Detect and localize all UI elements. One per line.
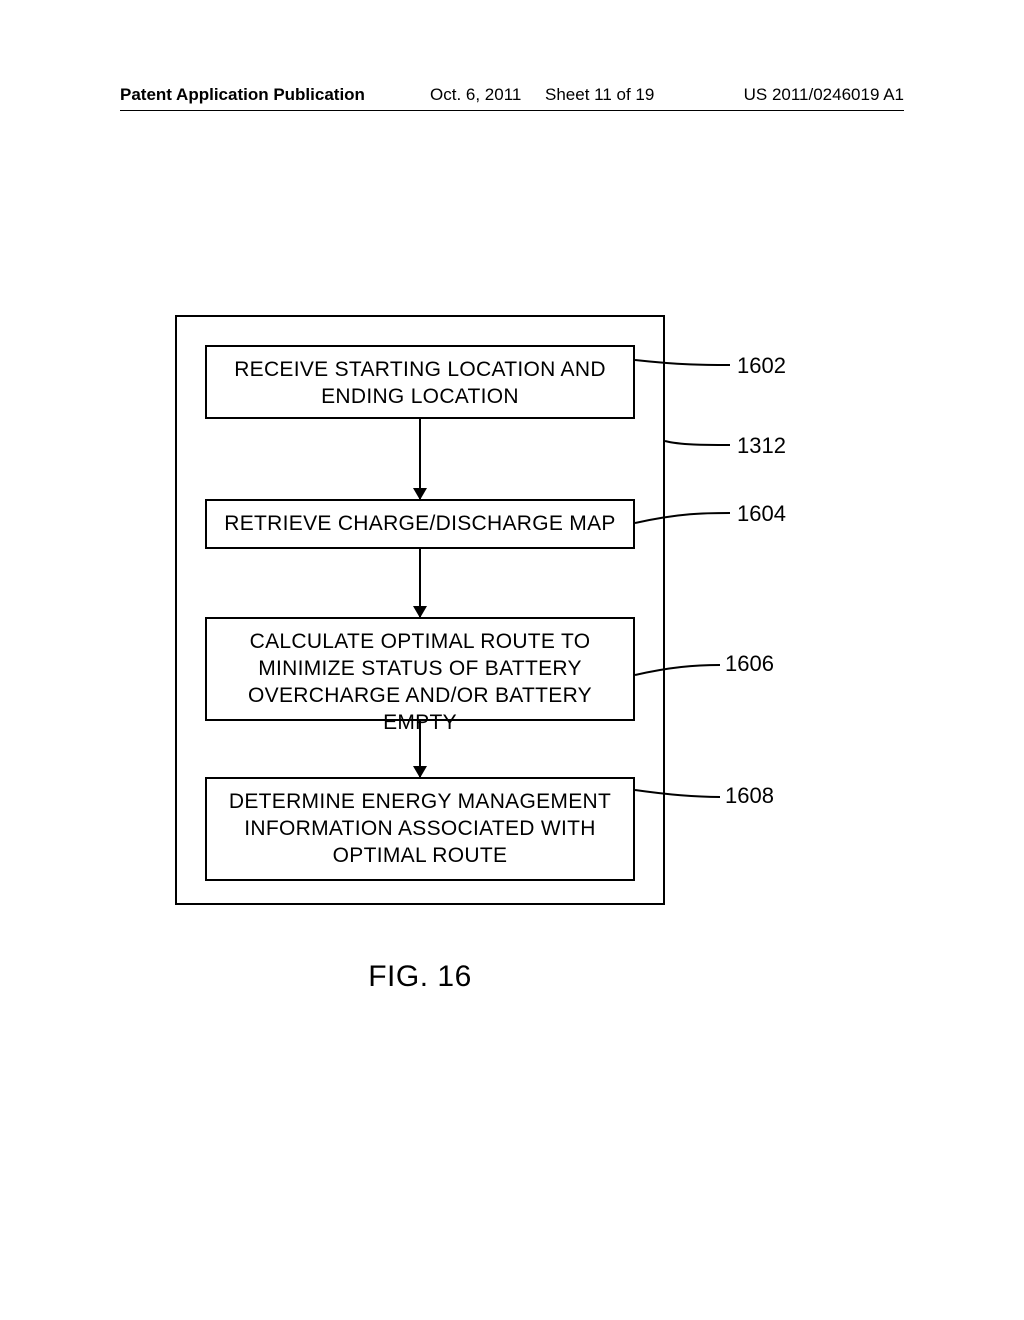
ref-label-1602: 1602 xyxy=(737,353,786,379)
node-text: DETERMINE ENERGY MANAGEMENT INFORMATION … xyxy=(229,790,611,867)
figure-caption: FIG. 16 xyxy=(175,960,665,994)
node-text: RECEIVE STARTING LOCATION AND ENDING LOC… xyxy=(234,358,606,408)
ref-label-1604: 1604 xyxy=(737,501,786,527)
header-rule xyxy=(120,110,904,111)
ref-label-1606: 1606 xyxy=(725,651,774,677)
header-date: Oct. 6, 2011 xyxy=(430,85,521,105)
ref-label-1312: 1312 xyxy=(737,433,786,459)
page: Patent Application Publication Oct. 6, 2… xyxy=(0,0,1024,1320)
node-text: RETRIEVE CHARGE/DISCHARGE MAP xyxy=(224,512,615,535)
page-header: Patent Application Publication Oct. 6, 2… xyxy=(0,85,1024,113)
header-sheet: Sheet 11 of 19 xyxy=(545,85,654,105)
flow-arrow-2-3 xyxy=(419,549,421,617)
flowchart-node-1606: CALCULATE OPTIMAL ROUTE TO MINIMIZE STAT… xyxy=(205,617,635,721)
header-pub-number: US 2011/0246019 A1 xyxy=(744,85,904,105)
flowchart-node-1604: RETRIEVE CHARGE/DISCHARGE MAP xyxy=(205,499,635,549)
flowchart-figure: RECEIVE STARTING LOCATION AND ENDING LOC… xyxy=(175,315,765,925)
flow-arrow-3-4 xyxy=(419,721,421,777)
flow-arrow-1-2 xyxy=(419,419,421,499)
node-text: CALCULATE OPTIMAL ROUTE TO MINIMIZE STAT… xyxy=(248,630,592,734)
ref-label-1608: 1608 xyxy=(725,783,774,809)
header-publication-type: Patent Application Publication xyxy=(120,85,365,105)
flowchart-node-1608: DETERMINE ENERGY MANAGEMENT INFORMATION … xyxy=(205,777,635,881)
flowchart-node-1602: RECEIVE STARTING LOCATION AND ENDING LOC… xyxy=(205,345,635,419)
leader-1312 xyxy=(665,441,730,445)
